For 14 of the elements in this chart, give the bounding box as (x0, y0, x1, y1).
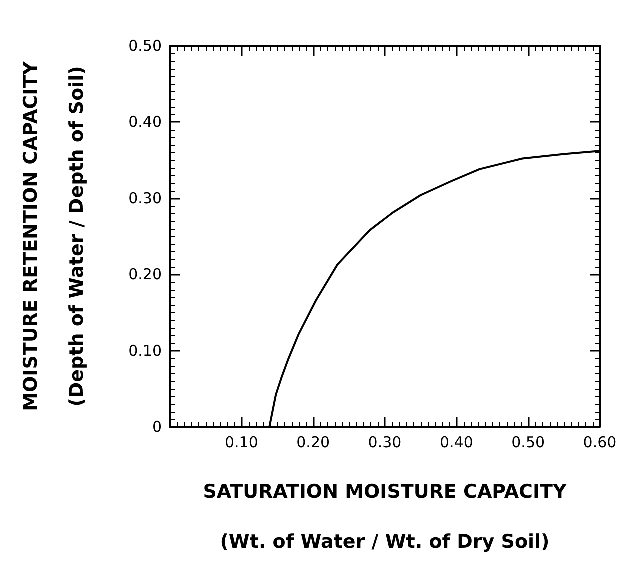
y-tick-label: 0.50 (128, 37, 162, 55)
text: MOISTURE RETENTION CAPACITY (Depth of Water / Depth of Soil) (20, 62, 88, 412)
x-tick-label: 0.60 (583, 434, 617, 452)
y-tick-label: 0.40 (128, 113, 162, 132)
y-tick-label: 0 (152, 418, 162, 436)
y-tick-label: 0.10 (128, 342, 162, 360)
x-tick-label: 0.20 (296, 434, 330, 452)
x-tick-label: 0.50 (512, 434, 546, 452)
x-tick-label: 0.40 (440, 434, 474, 452)
x-tick-label: 0.30 (368, 434, 402, 452)
y-tick-label: 0.20 (128, 266, 162, 284)
text: SATURATION MOISTURE CAPACITY (Wt. of Water / Wt. of Dry Soil) (203, 481, 567, 553)
y-tick-label: 0.30 (128, 189, 162, 208)
x-tick-label: 0.10 (224, 434, 258, 452)
